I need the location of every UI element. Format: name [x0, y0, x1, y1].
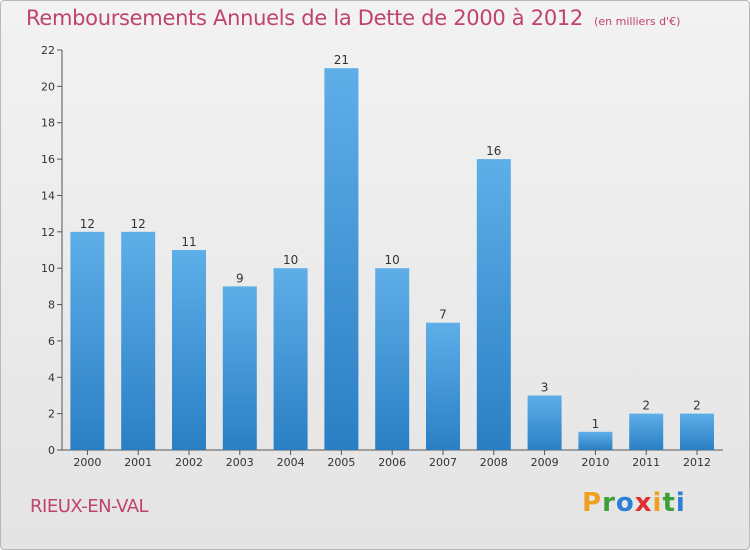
- data-label-2010: 1: [592, 417, 600, 431]
- data-label-2008: 16: [486, 144, 501, 158]
- y-tick-label: 8: [48, 299, 55, 312]
- bar-2001: [121, 231, 156, 450]
- logo-letter: x: [634, 488, 653, 518]
- data-label-2011: 2: [642, 399, 650, 413]
- bar-2008: [476, 159, 511, 450]
- bar-2005: [324, 68, 359, 450]
- data-label-2006: 10: [385, 253, 400, 267]
- x-tick-label-2009: 2009: [531, 456, 559, 469]
- bar-2010: [578, 431, 613, 450]
- data-label-2009: 3: [541, 380, 549, 394]
- bar-2009: [527, 395, 562, 450]
- x-tick-label-2005: 2005: [327, 456, 355, 469]
- chart-title: Remboursements Annuels de la Dette de 20…: [26, 6, 583, 30]
- data-label-2005: 21: [334, 53, 349, 67]
- y-tick-label: 12: [41, 226, 55, 239]
- bar-2012: [680, 413, 714, 450]
- y-tick-label: 10: [41, 262, 55, 275]
- x-tick-label-2002: 2002: [175, 456, 203, 469]
- bar-2002: [172, 250, 206, 450]
- x-tick-label-2012: 2012: [683, 456, 711, 469]
- x-tick-label-2008: 2008: [480, 456, 508, 469]
- commune-name: RIEUX-EN-VAL: [30, 496, 149, 517]
- data-label-2000: 12: [80, 217, 95, 231]
- data-label-2007: 7: [439, 308, 447, 322]
- y-tick-label: 2: [48, 408, 55, 421]
- data-label-2002: 11: [181, 235, 196, 249]
- bar-2004: [273, 268, 308, 450]
- data-label-2012: 2: [693, 399, 701, 413]
- y-tick-label: 14: [41, 189, 55, 202]
- y-tick-label: 4: [48, 371, 55, 384]
- x-tick-label-2007: 2007: [429, 456, 457, 469]
- x-tick-label-2011: 2011: [632, 456, 660, 469]
- y-tick-label: 16: [41, 153, 55, 166]
- logo-letter: P: [582, 488, 603, 518]
- bar-2003: [222, 286, 257, 450]
- y-tick-label: 0: [48, 444, 55, 457]
- logo-letter: i: [652, 488, 663, 518]
- y-tick-label: 20: [41, 80, 55, 93]
- x-tick-label-2000: 2000: [73, 456, 101, 469]
- x-tick-label-2004: 2004: [277, 456, 305, 469]
- y-tick-label: 6: [48, 335, 55, 348]
- data-label-2004: 10: [283, 253, 298, 267]
- y-tick-label: 22: [41, 44, 55, 57]
- bar-2006: [375, 268, 410, 450]
- bar-2000: [70, 231, 105, 450]
- x-tick-label-2006: 2006: [378, 456, 406, 469]
- logo-letter: t: [662, 488, 676, 518]
- chart-subtitle: (en milliers d'€): [594, 15, 681, 28]
- bar-2007: [426, 322, 460, 450]
- x-tick-label-2003: 2003: [226, 456, 254, 469]
- title-row: Remboursements Annuels de la Dette de 20…: [26, 6, 680, 30]
- bars: [70, 68, 714, 450]
- data-label-2001: 12: [131, 217, 146, 231]
- logo-letter: o: [615, 488, 635, 518]
- proxiti-logo: Proxiti: [582, 488, 686, 518]
- x-tick-label-2010: 2010: [581, 456, 609, 469]
- y-tick-label: 18: [41, 117, 55, 130]
- logo-letter: i: [675, 488, 686, 518]
- bar-2011: [629, 413, 664, 450]
- logo-letter: r: [602, 488, 616, 518]
- x-tick-label-2001: 2001: [124, 456, 152, 469]
- data-label-2003: 9: [236, 271, 244, 285]
